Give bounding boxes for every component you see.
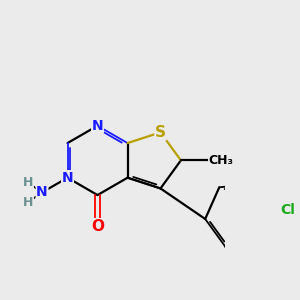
Text: Cl: Cl (280, 203, 295, 217)
Text: N: N (36, 185, 48, 200)
Text: H: H (23, 196, 33, 209)
Text: O: O (91, 219, 104, 234)
Text: N: N (92, 119, 103, 133)
Text: CH₃: CH₃ (208, 154, 234, 167)
Text: S: S (155, 125, 166, 140)
Text: N: N (62, 171, 73, 185)
Text: H: H (23, 176, 33, 189)
